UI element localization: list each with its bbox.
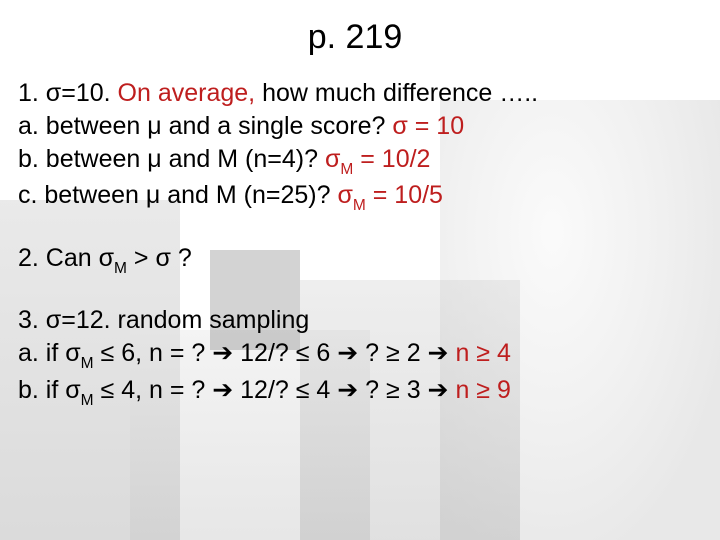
q2-sub: M	[114, 260, 127, 277]
q1a-answer: σ = 10	[392, 112, 464, 140]
q3b-answer: n ≥ 9	[449, 376, 511, 404]
q1c-answer: σM = 10/5	[337, 181, 443, 209]
q1-lead-a: 1. σ=10.	[18, 79, 118, 107]
slide-content: p. 219 1. σ=10. On average, how much dif…	[0, 0, 720, 540]
q1b-text: b. between μ and M (n=4)?	[18, 145, 325, 173]
arrow-icon: ➔	[337, 376, 358, 404]
q3-lead: 3. σ=12. random sampling	[18, 306, 309, 334]
q2-b: > σ ?	[127, 244, 192, 272]
q1-lead-b: On average,	[118, 79, 256, 107]
q1b-answer: σM = 10/2	[325, 145, 431, 173]
arrow-icon: ➔	[212, 339, 233, 367]
question-2: 2. Can σM > σ ?	[18, 242, 692, 278]
arrow-icon: ➔	[212, 376, 233, 404]
arrow-icon: ➔	[337, 339, 358, 367]
q3a: a. if σM ≤ 6, n = ? ➔ 12/? ≤ 6 ➔ ? ≥ 2 ➔…	[18, 339, 511, 367]
q1-lead-c: how much difference …..	[255, 79, 538, 107]
arrow-icon: ➔	[428, 339, 449, 367]
question-1: 1. σ=10. On average, how much difference…	[18, 77, 692, 216]
q1c-text: c. between μ and M (n=25)?	[18, 181, 337, 209]
question-3: 3. σ=12. random sampling a. if σM ≤ 6, n…	[18, 304, 692, 410]
q2-a: 2. Can σ	[18, 244, 114, 272]
q1a-text: a. between μ and a single score?	[18, 112, 392, 140]
page-title: p. 219	[18, 18, 692, 57]
arrow-icon: ➔	[428, 376, 449, 404]
q3a-answer: n ≥ 4	[449, 339, 511, 367]
q3b: b. if σM ≤ 4, n = ? ➔ 12/? ≤ 4 ➔ ? ≥ 3 ➔…	[18, 376, 511, 404]
